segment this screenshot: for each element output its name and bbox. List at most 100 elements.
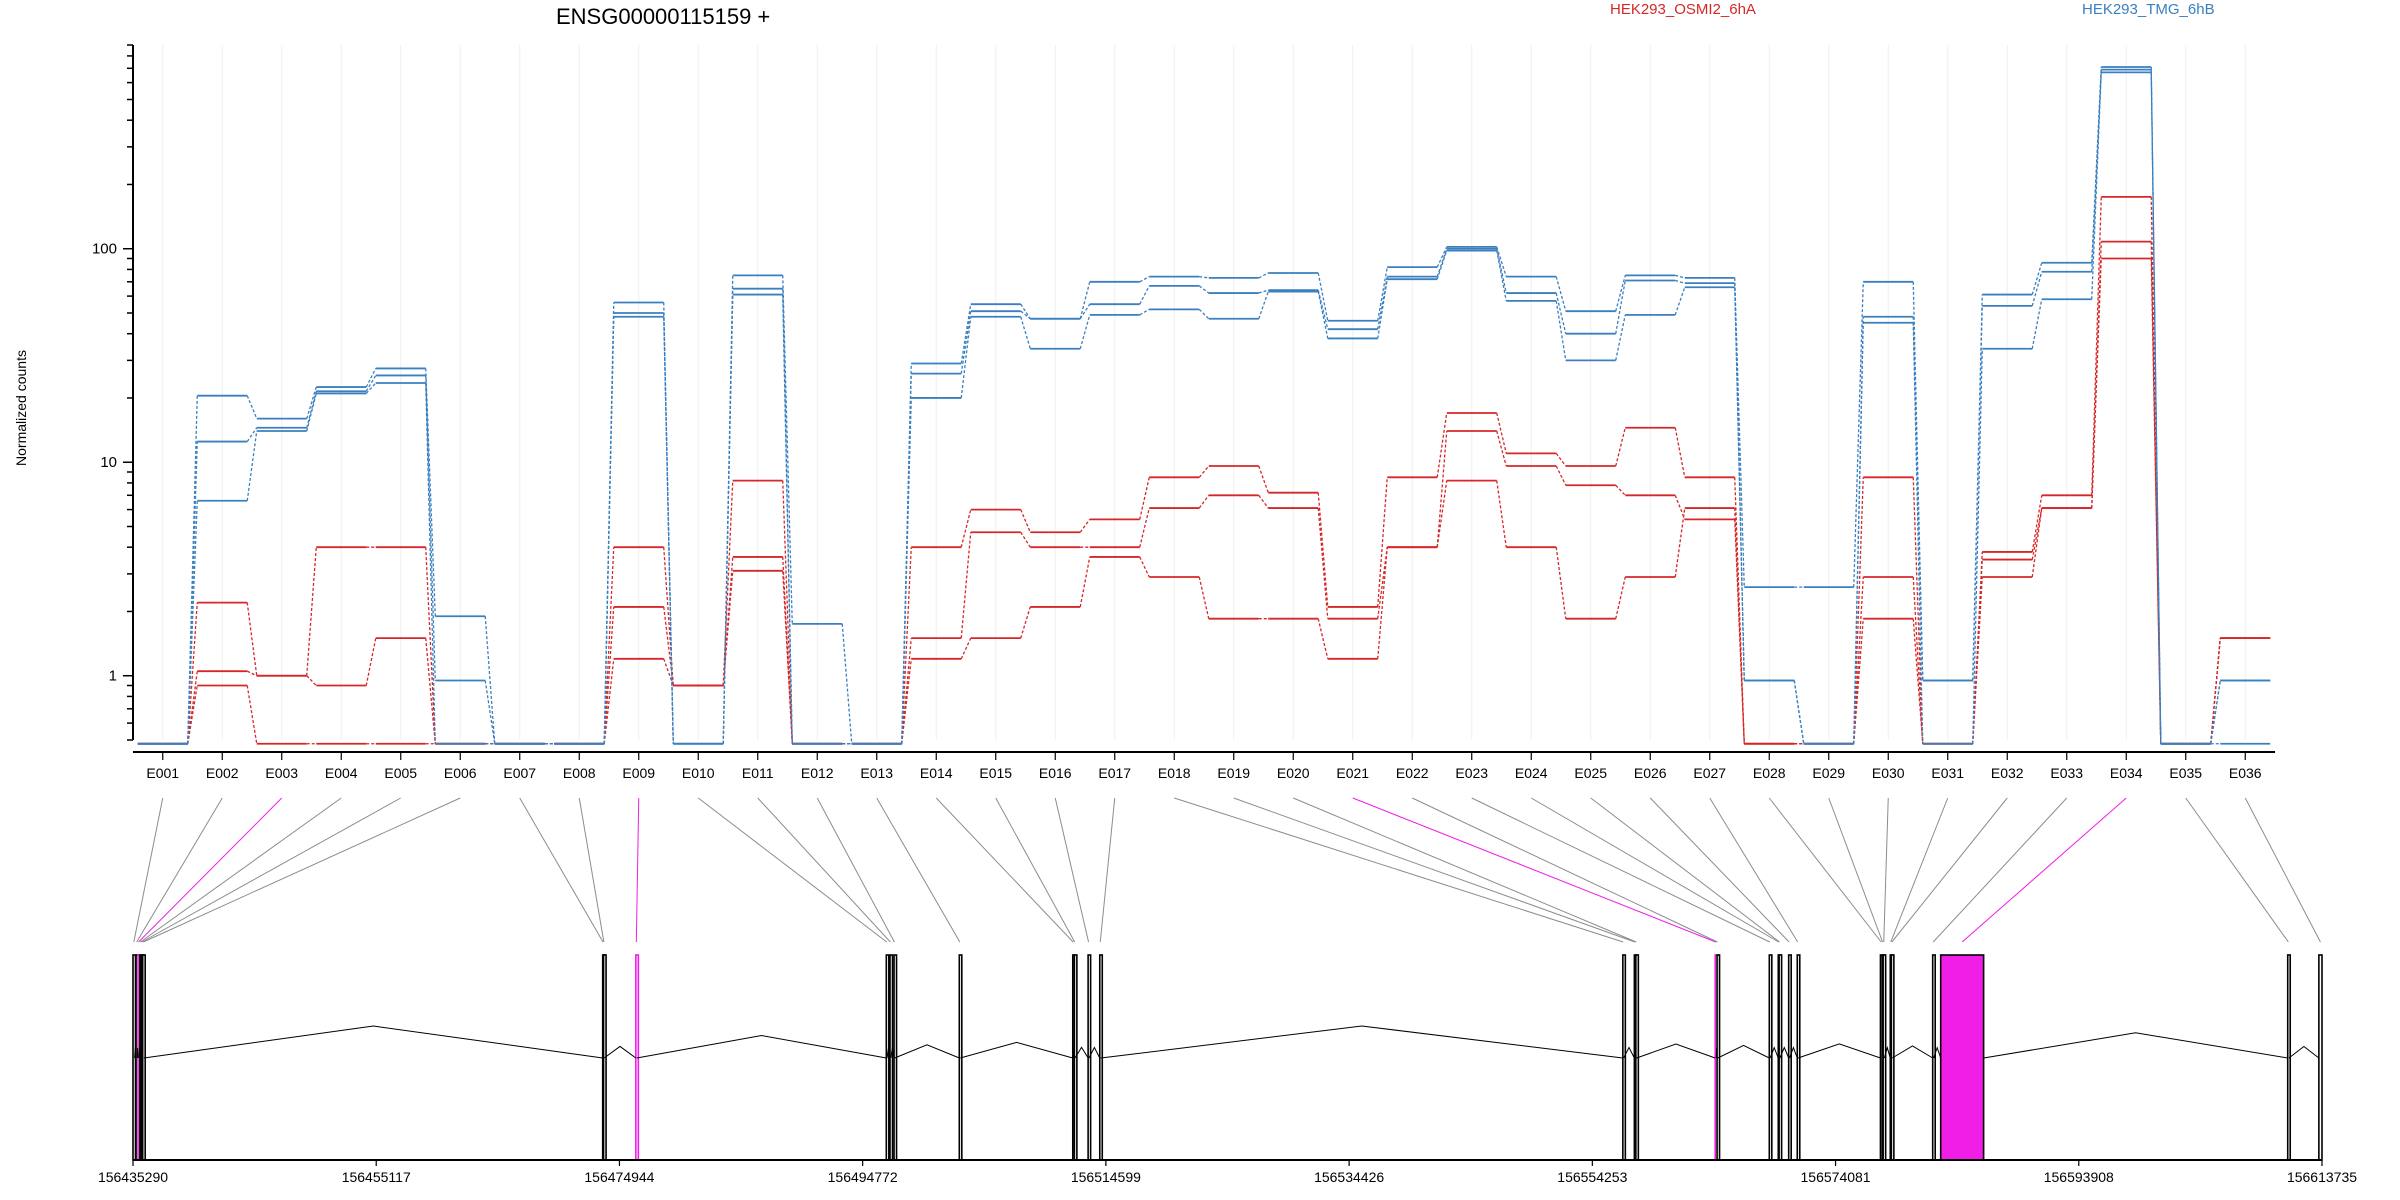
intron-line	[636, 1035, 887, 1059]
series-connector	[1079, 281, 1091, 319]
intron-line	[1623, 1046, 1635, 1059]
series-connector	[1317, 272, 1329, 321]
series-connector	[1972, 576, 1983, 744]
x-tick-label-e009: E009	[622, 765, 655, 781]
series-connector	[246, 427, 258, 442]
series-connector	[1139, 507, 1150, 548]
series-line	[137, 240, 2271, 745]
series-connector	[1496, 430, 1507, 467]
intron-line	[1088, 1046, 1101, 1059]
exon-connector	[1471, 797, 1770, 943]
exon-connector	[1768, 797, 1882, 943]
y-tick-label: 100	[92, 241, 117, 258]
exon-connector	[133, 797, 164, 943]
series-connector	[1139, 276, 1150, 283]
series-connector	[187, 685, 198, 744]
intron-line	[1891, 1045, 1933, 1059]
series-connector	[1912, 576, 1924, 744]
genome-coordinate-axis: 156435290 156455117 156474944 156494772 1565…	[98, 1159, 2357, 1185]
x-tick-label-e022: E022	[1396, 765, 1429, 781]
series-connector	[1258, 272, 1269, 279]
genome-tick-label: 156593908	[2044, 1169, 2114, 1185]
series-connector	[1615, 314, 1626, 361]
exon-connector	[1932, 797, 2068, 943]
x-tick-label-e021: E021	[1336, 765, 1369, 781]
exon-connector	[757, 797, 891, 943]
chart-axes: 1 10 100 E001 E002 E003 E004 E005 E006 E007 E008 E0…	[92, 44, 2275, 781]
series-connector	[246, 602, 258, 676]
x-tick-label-e010: E010	[682, 765, 715, 781]
series-connector	[1377, 279, 1388, 339]
intron-line	[1797, 1043, 1881, 1059]
series-connector	[1436, 412, 1448, 478]
series-connector	[1555, 276, 1567, 312]
series-connector	[603, 316, 615, 744]
series-connector	[2150, 241, 2162, 744]
series-connector	[1853, 618, 1864, 744]
series-connector	[2031, 495, 2043, 553]
intron-line	[1779, 1046, 1790, 1059]
gene-model-track	[132, 954, 2323, 1161]
series-connector	[1079, 303, 1091, 320]
chart-gridlines	[162, 45, 2246, 740]
series-connector	[1555, 547, 1567, 619]
exon-connector	[1293, 797, 1637, 943]
series-connector	[1675, 274, 1685, 279]
series-connector	[365, 368, 377, 388]
exon-connector	[1709, 797, 1799, 943]
exon-connector	[141, 797, 401, 943]
series-connector	[1674, 287, 1686, 316]
series-connector	[306, 675, 317, 686]
series-connector	[1615, 484, 1626, 496]
series-connector	[365, 638, 377, 686]
exon-connector	[635, 797, 640, 943]
series-connector	[1853, 281, 1864, 588]
x-tick-label-e019: E019	[1217, 765, 1250, 781]
series-connector	[425, 638, 436, 744]
exon-connector	[140, 797, 342, 943]
series-connector	[901, 658, 912, 744]
x-tick-label-e014: E014	[920, 765, 953, 781]
series-connector	[1020, 509, 1031, 533]
exon-connector	[1891, 797, 2008, 943]
series-connector	[1020, 310, 1031, 320]
x-tick-label-e003: E003	[265, 765, 298, 781]
series-connector	[1258, 494, 1269, 509]
series-connector	[1615, 576, 1626, 619]
x-tick-label-e020: E020	[1277, 765, 1310, 781]
intron-line	[143, 1025, 603, 1059]
series-connector	[603, 606, 615, 744]
series-connector	[425, 382, 436, 744]
series-connector	[1912, 316, 1924, 681]
exon-connector	[1590, 797, 1780, 943]
series-connector	[782, 570, 793, 744]
series-connector	[1912, 322, 1924, 744]
genome-tick-label: 156494772	[828, 1169, 898, 1185]
series-connector	[2150, 258, 2162, 744]
series-connector	[1020, 303, 1031, 320]
series-connector	[782, 275, 793, 624]
series-connector	[1793, 680, 1805, 744]
series-connector	[2031, 507, 2043, 578]
series-connector	[901, 397, 912, 744]
series-connector	[603, 547, 615, 744]
exon-connector	[995, 797, 1076, 943]
x-tick-label-e023: E023	[1455, 765, 1488, 781]
legend-entry-osmi2: HEK293_OSMI2_6hA	[1610, 1, 1756, 18]
x-tick-label-e016: E016	[1039, 765, 1072, 781]
series-connector	[2031, 299, 2043, 349]
series-connector	[782, 480, 793, 744]
series-connector	[246, 685, 258, 744]
x-tick-label-e033: E033	[2050, 765, 2083, 781]
series-connector	[1972, 348, 1983, 744]
x-tick-label-e026: E026	[1634, 765, 1667, 781]
series-connector	[365, 382, 377, 394]
chart-title: ENSG00000115159 +	[556, 4, 770, 29]
x-tick-label-e032: E032	[1991, 765, 2024, 781]
x-tick-label-e035: E035	[2169, 765, 2202, 781]
series-line	[137, 257, 2271, 745]
series-connector	[1436, 250, 1448, 280]
series-connector	[1555, 292, 1567, 334]
series-connector	[1258, 289, 1269, 294]
